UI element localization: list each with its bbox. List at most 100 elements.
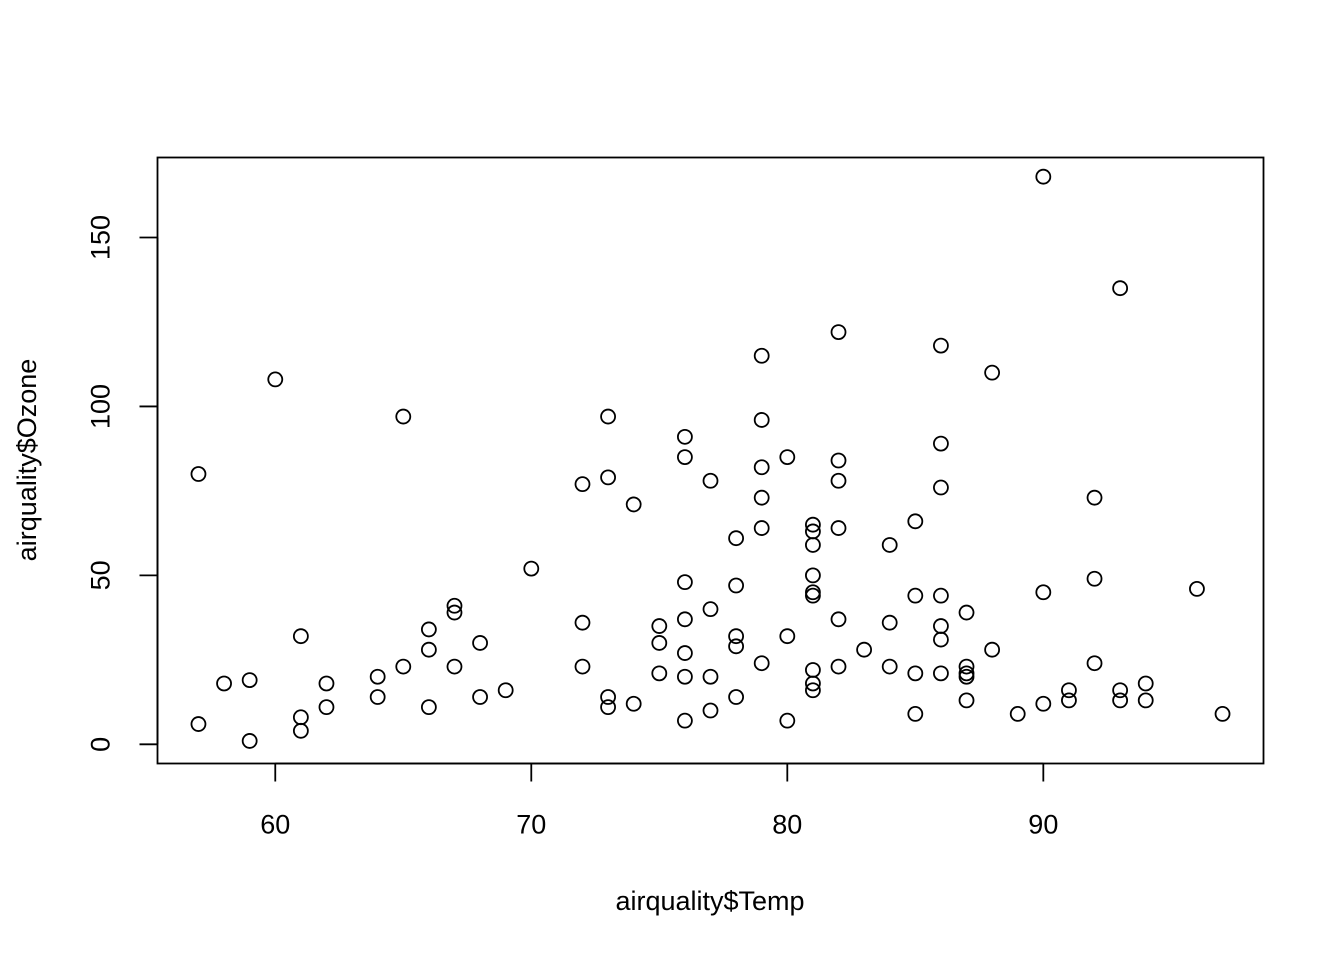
- data-point: [1086, 489, 1103, 506]
- data-point: [369, 689, 386, 705]
- plot-frame: [156, 156, 1265, 765]
- data-point: [702, 702, 719, 719]
- data-point: [933, 618, 949, 634]
- data-point: [984, 641, 1001, 658]
- data-point: [958, 604, 975, 621]
- data-point: [1035, 584, 1052, 601]
- data-point: [600, 689, 616, 705]
- data-point: [805, 516, 821, 533]
- data-point: [241, 672, 258, 689]
- data-point: [856, 641, 873, 658]
- data-point: [472, 689, 488, 705]
- data-point: [958, 658, 975, 675]
- data-point: [702, 668, 719, 685]
- data-point: [1086, 655, 1103, 672]
- data-point: [830, 611, 847, 628]
- data-point: [600, 408, 616, 425]
- data-point: [241, 733, 258, 749]
- data-point: [830, 324, 847, 341]
- x-axis: 60 70 80 90: [260, 762, 1058, 840]
- data-point: [933, 665, 949, 682]
- data-point: [369, 668, 386, 685]
- data-point: [574, 476, 591, 493]
- x-tick-label: 80: [772, 810, 802, 840]
- data-point: [805, 662, 821, 678]
- data-point: [753, 347, 770, 364]
- data-point: [395, 658, 412, 675]
- data-point: [190, 716, 207, 732]
- data-point: [753, 459, 770, 476]
- data-point: [318, 699, 335, 716]
- data-point: [420, 699, 437, 716]
- data-point: [1112, 692, 1129, 709]
- data-point: [1035, 168, 1052, 185]
- data-point: [651, 618, 668, 634]
- x-tick-label: 90: [1028, 810, 1058, 840]
- data-point: [497, 682, 514, 699]
- data-point: [318, 675, 335, 692]
- data-point: [446, 597, 463, 614]
- data-point: [651, 635, 668, 651]
- data-point: [830, 658, 847, 675]
- data-point: [1009, 706, 1026, 722]
- data-point: [446, 658, 463, 675]
- data-point: [267, 371, 284, 388]
- data-point: [805, 537, 821, 553]
- data-point: [677, 428, 693, 445]
- data-point: [292, 722, 309, 739]
- data-point: [805, 567, 821, 584]
- data-point: [958, 665, 975, 682]
- data-point: [677, 645, 693, 661]
- data-point: [651, 665, 668, 682]
- data-point: [728, 638, 744, 655]
- y-axis: 0 50 100 150: [86, 215, 159, 752]
- data-point: [881, 658, 898, 675]
- x-axis-label: airquality$Temp: [615, 886, 804, 916]
- data-point: [190, 466, 207, 482]
- data-point: [779, 449, 796, 466]
- data-point: [753, 520, 770, 536]
- x-tick-label: 60: [260, 810, 290, 840]
- data-point: [933, 631, 949, 648]
- data-point: [830, 472, 847, 489]
- data-point: [677, 449, 693, 466]
- data-point: [395, 408, 412, 425]
- data-point: [702, 472, 719, 489]
- data-point: [1137, 692, 1154, 709]
- data-point: [830, 520, 847, 536]
- data-point: [907, 706, 924, 722]
- data-point: [1061, 682, 1077, 699]
- data-point: [677, 574, 693, 591]
- data-point: [805, 587, 821, 604]
- data-point: [907, 513, 924, 530]
- data-point: [907, 665, 924, 682]
- data-point: [933, 435, 949, 452]
- data-point: [702, 601, 719, 618]
- data-point: [625, 496, 642, 513]
- data-point: [677, 611, 693, 628]
- data-point: [677, 712, 693, 729]
- data-point: [1214, 706, 1231, 722]
- y-tick-label: 150: [86, 215, 116, 260]
- data-point: [805, 682, 821, 699]
- y-tick-label: 100: [86, 384, 116, 429]
- data-point: [446, 604, 463, 621]
- data-point: [958, 692, 975, 709]
- data-point: [292, 628, 309, 645]
- data-point: [523, 560, 540, 577]
- data-point: [292, 709, 309, 726]
- data-point: [805, 675, 821, 692]
- data-point: [1035, 695, 1052, 712]
- data-point: [600, 469, 616, 486]
- data-point: [881, 537, 898, 553]
- data-point: [574, 614, 591, 631]
- data-point: [728, 577, 744, 594]
- data-point: [420, 641, 437, 658]
- data-point: [933, 587, 949, 604]
- data-point: [753, 655, 770, 672]
- data-point: [1137, 675, 1154, 692]
- data-point: [984, 364, 1001, 381]
- data-points: [190, 168, 1231, 749]
- data-point: [1086, 570, 1103, 587]
